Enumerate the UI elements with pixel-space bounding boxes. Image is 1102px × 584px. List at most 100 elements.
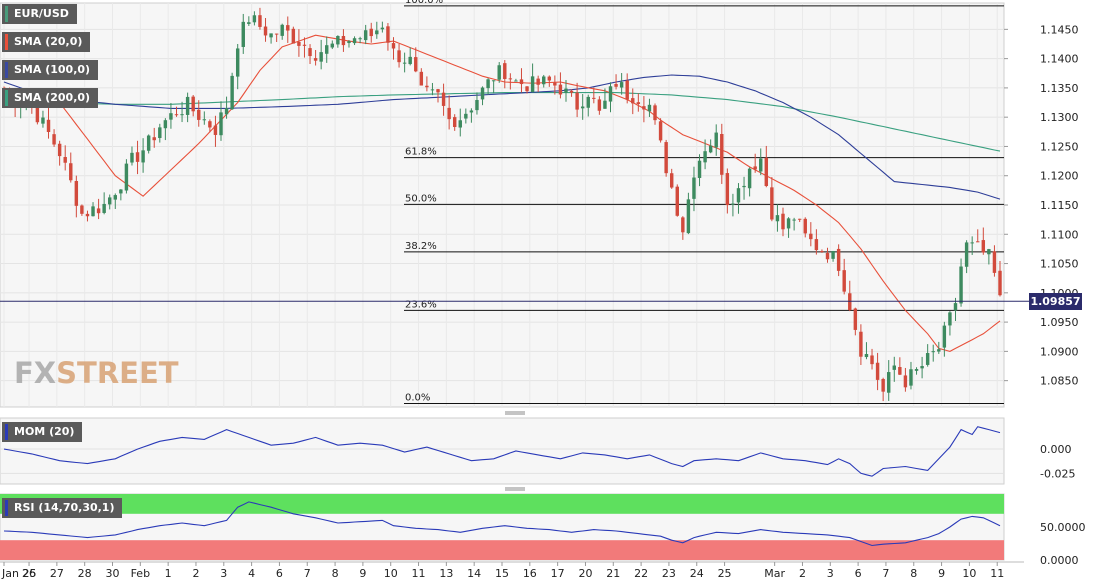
sma100-line — [3, 74, 1001, 200]
candle-body-86 — [480, 87, 485, 100]
x-tick-label-30: 6 — [855, 567, 862, 580]
candle-body-85 — [475, 100, 479, 111]
candle-body-109 — [608, 86, 613, 102]
candle-body-132 — [736, 188, 741, 203]
candle-body-23 — [130, 152, 134, 163]
x-tick-label-4: 30 — [106, 567, 120, 580]
candle-body-35 — [197, 109, 201, 120]
candle-body-157 — [875, 362, 880, 380]
candle-body-176 — [981, 240, 986, 253]
candle-body-98 — [547, 76, 552, 81]
candle-body-51 — [286, 25, 290, 31]
candle-body-68 — [380, 27, 385, 30]
legend-sma100: SMA (100,0) — [2, 60, 99, 80]
fib-label-0: 100.0% — [405, 0, 443, 6]
candle-body-74 — [414, 57, 418, 72]
candle-body-177 — [987, 249, 991, 255]
candle-body-14 — [80, 205, 84, 214]
candle-body-57 — [319, 52, 323, 62]
legend-sma200-label: SMA (200,0) — [14, 91, 91, 104]
candle-body-63 — [352, 38, 357, 44]
y-tick-label-3: 1.1300 — [1040, 111, 1079, 124]
candle-body-104 — [580, 106, 585, 109]
candle-body-11 — [63, 157, 67, 163]
momentum-line — [3, 426, 1001, 477]
candle-body-170 — [948, 312, 952, 326]
candle-body-142 — [792, 219, 796, 221]
sma20-line — [3, 34, 1001, 352]
candle-body-134 — [747, 168, 752, 189]
candle-body-47 — [263, 26, 268, 36]
candle-body-7 — [41, 117, 45, 124]
candle-body-108 — [603, 100, 607, 109]
candle-body-16 — [91, 206, 95, 217]
candle-body-161 — [898, 366, 902, 375]
candle-body-174 — [970, 242, 974, 244]
candle-body-159 — [886, 372, 891, 393]
candle-body-41 — [230, 75, 234, 110]
x-tick-label-5: Feb — [131, 567, 150, 580]
legend-sma20-label: SMA (20,0) — [14, 35, 83, 48]
candle-body-38 — [213, 125, 218, 135]
legend-sma200: SMA (200,0) — [2, 88, 99, 108]
momentum-pane-bg — [0, 417, 1005, 485]
candle-body-124 — [692, 177, 696, 199]
candle-body-167 — [931, 351, 935, 353]
candle-body-36 — [202, 119, 207, 121]
candle-body-40 — [224, 108, 229, 115]
candle-body-126 — [703, 151, 707, 163]
candle-body-130 — [725, 173, 730, 206]
y-tick-label-12: 1.0850 — [1040, 375, 1079, 388]
candle-body-73 — [408, 56, 412, 65]
x-tick-label-7: 2 — [192, 567, 199, 580]
candle-body-168 — [937, 349, 941, 352]
candle-body-94 — [525, 86, 529, 92]
x-tick-label-33: 9 — [938, 567, 945, 580]
candle-body-27 — [152, 137, 156, 141]
x-tick-label-25: 24 — [690, 567, 704, 580]
x-tick-label-29: 3 — [827, 567, 834, 580]
legend-mom-swatch — [5, 424, 8, 440]
x-tick-label-24: 23 — [662, 567, 676, 580]
candle-body-55 — [308, 48, 312, 57]
candle-body-18 — [102, 203, 106, 213]
candle-body-160 — [892, 365, 896, 370]
y-tick-label-4: 1.1250 — [1040, 140, 1079, 153]
y-tick-label-1: 1.1400 — [1040, 53, 1079, 66]
x-tick-label-3: 28 — [78, 567, 92, 580]
candle-body-44 — [247, 22, 251, 24]
x-tick-label-11: 7 — [304, 567, 311, 580]
candle-body-172 — [959, 266, 963, 304]
legend-mom: MOM (20) — [2, 422, 83, 442]
candle-body-71 — [397, 50, 401, 63]
candle-body-78 — [436, 89, 440, 93]
candle-body-76 — [425, 85, 429, 88]
candle-body-162 — [903, 375, 908, 388]
candle-body-54 — [302, 44, 307, 46]
mom-tick-label-0: 0.000 — [1040, 443, 1072, 456]
candle-body-112 — [625, 80, 629, 100]
candle-body-83 — [464, 113, 468, 119]
candle-body-131 — [731, 203, 735, 205]
candle-body-91 — [508, 78, 513, 80]
candle-body-154 — [859, 331, 863, 357]
candle-body-158 — [881, 378, 885, 392]
candle-body-141 — [786, 218, 791, 229]
candle-body-69 — [386, 26, 390, 43]
x-tick-label-0: Jan 25 — [1, 567, 36, 580]
candle-body-17 — [96, 208, 101, 214]
candle-body-137 — [764, 157, 769, 187]
x-tick-label-17: 14 — [467, 567, 481, 580]
candle-body-116 — [647, 104, 652, 112]
candle-body-102 — [569, 90, 574, 93]
candle-body-25 — [141, 150, 145, 163]
candle-body-146 — [814, 239, 819, 251]
candle-body-87 — [486, 79, 490, 89]
price-pane: 1.1450 1.1400 1.1350 1.1300 1.1250 1.1200 1.11… — [0, 0, 1079, 415]
x-tick-label-19: 16 — [523, 567, 537, 580]
candle-body-133 — [742, 185, 746, 188]
legend-eurusd: EUR/USD — [2, 4, 77, 24]
legend-eurusd-label: EUR/USD — [14, 7, 69, 20]
legend-sma20-swatch — [5, 34, 8, 50]
y-tick-label-0: 1.1450 — [1040, 23, 1079, 36]
